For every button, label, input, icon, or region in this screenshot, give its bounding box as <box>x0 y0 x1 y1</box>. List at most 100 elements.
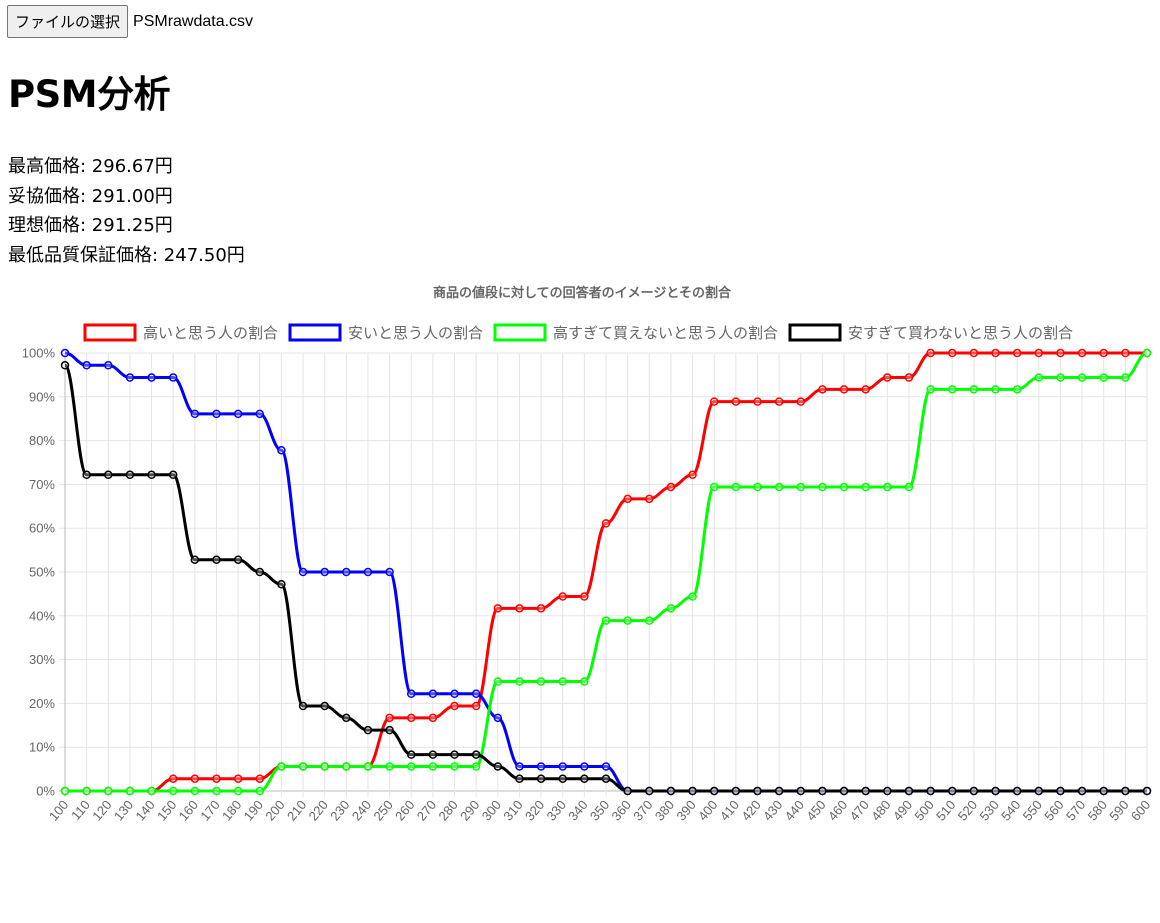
data-point-1[interactable] <box>190 409 200 419</box>
data-point-0[interactable] <box>601 519 611 528</box>
data-point-0[interactable] <box>818 385 827 394</box>
data-point-3[interactable] <box>666 786 676 796</box>
data-point-3[interactable] <box>342 713 351 723</box>
data-point-0[interactable] <box>1012 348 1022 358</box>
data-point-3[interactable] <box>536 774 546 783</box>
data-point-3[interactable] <box>471 750 481 759</box>
data-point-0[interactable] <box>385 713 394 723</box>
data-point-3[interactable] <box>861 786 870 796</box>
data-point-0[interactable] <box>796 397 806 406</box>
data-point-3[interactable] <box>233 555 243 564</box>
data-point-2[interactable] <box>363 762 373 771</box>
data-point-2[interactable] <box>926 385 935 394</box>
data-point-0[interactable] <box>580 592 589 601</box>
data-point-2[interactable] <box>406 762 416 771</box>
data-point-3[interactable] <box>60 361 70 370</box>
data-point-0[interactable] <box>645 494 654 504</box>
data-point-2[interactable] <box>168 786 178 796</box>
data-point-0[interactable] <box>753 397 762 406</box>
data-point-1[interactable] <box>60 348 70 358</box>
data-point-0[interactable] <box>428 713 438 723</box>
legend-label-1[interactable]: 安いと思う人の割合 <box>348 325 483 342</box>
data-point-3[interactable] <box>991 786 1000 796</box>
data-point-2[interactable] <box>82 786 91 796</box>
data-point-3[interactable] <box>125 470 135 480</box>
data-point-3[interactable] <box>450 750 459 759</box>
data-point-2[interactable] <box>818 482 827 492</box>
data-point-0[interactable] <box>1121 348 1130 358</box>
data-point-3[interactable] <box>645 786 654 796</box>
data-point-3[interactable] <box>428 750 438 759</box>
data-point-1[interactable] <box>493 713 503 723</box>
data-point-3[interactable] <box>580 774 589 783</box>
data-point-3[interactable] <box>601 774 611 783</box>
data-point-3[interactable] <box>363 725 373 735</box>
data-point-2[interactable] <box>255 786 265 796</box>
data-point-1[interactable] <box>536 762 546 771</box>
data-point-3[interactable] <box>796 786 806 796</box>
data-point-2[interactable] <box>342 762 351 771</box>
data-point-3[interactable] <box>904 786 914 796</box>
data-point-2[interactable] <box>1034 373 1044 382</box>
data-point-2[interactable] <box>277 762 286 771</box>
data-point-2[interactable] <box>1056 373 1065 382</box>
data-point-2[interactable] <box>450 762 459 771</box>
data-point-0[interactable] <box>926 348 935 358</box>
data-point-1[interactable] <box>601 762 611 771</box>
legend-label-0[interactable]: 高いと思う人の割合 <box>143 325 278 342</box>
data-point-0[interactable] <box>536 604 546 613</box>
data-point-0[interactable] <box>623 494 632 504</box>
data-point-3[interactable] <box>104 470 113 480</box>
data-point-2[interactable] <box>493 677 503 686</box>
data-point-0[interactable] <box>1077 348 1087 358</box>
data-point-2[interactable] <box>471 762 481 771</box>
data-point-3[interactable] <box>493 762 503 771</box>
data-point-2[interactable] <box>1121 373 1130 382</box>
data-point-2[interactable] <box>969 385 979 394</box>
data-point-0[interactable] <box>904 373 914 382</box>
data-point-0[interactable] <box>493 604 503 613</box>
data-point-2[interactable] <box>320 762 329 771</box>
data-point-3[interactable] <box>255 567 265 577</box>
data-point-0[interactable] <box>688 470 697 480</box>
data-point-0[interactable] <box>168 774 178 783</box>
data-point-1[interactable] <box>320 567 329 577</box>
data-point-2[interactable] <box>839 482 849 492</box>
data-point-0[interactable] <box>255 774 265 783</box>
data-point-2[interactable] <box>428 762 438 771</box>
legend-label-3[interactable]: 安すぎて買わないと思う人の割合 <box>848 325 1073 342</box>
data-point-2[interactable] <box>601 616 611 625</box>
data-point-2[interactable] <box>104 786 113 796</box>
data-point-2[interactable] <box>709 482 719 492</box>
data-point-1[interactable] <box>406 689 416 699</box>
data-point-3[interactable] <box>168 470 178 480</box>
data-point-1[interactable] <box>450 689 459 699</box>
data-point-3[interactable] <box>709 786 719 796</box>
data-point-2[interactable] <box>688 592 697 601</box>
data-point-1[interactable] <box>233 409 243 419</box>
data-point-3[interactable] <box>406 750 416 759</box>
data-point-0[interactable] <box>190 774 200 783</box>
data-point-2[interactable] <box>753 482 762 492</box>
data-point-0[interactable] <box>471 701 481 711</box>
data-point-2[interactable] <box>991 385 1000 394</box>
data-point-3[interactable] <box>926 786 935 796</box>
data-point-2[interactable] <box>60 786 70 796</box>
data-point-0[interactable] <box>212 774 221 783</box>
data-point-3[interactable] <box>515 774 524 783</box>
data-point-2[interactable] <box>147 786 156 796</box>
data-point-2[interactable] <box>536 677 546 686</box>
data-point-2[interactable] <box>731 482 741 492</box>
data-point-2[interactable] <box>861 482 870 492</box>
data-point-0[interactable] <box>233 774 243 783</box>
data-point-1[interactable] <box>580 762 589 771</box>
data-point-3[interactable] <box>385 725 394 735</box>
data-point-0[interactable] <box>991 348 1000 358</box>
data-point-3[interactable] <box>558 774 567 783</box>
data-point-2[interactable] <box>298 762 308 771</box>
data-point-0[interactable] <box>839 385 849 394</box>
data-point-3[interactable] <box>969 786 979 796</box>
data-point-3[interactable] <box>277 580 286 589</box>
data-point-3[interactable] <box>298 701 308 711</box>
data-point-3[interactable] <box>1012 786 1022 796</box>
